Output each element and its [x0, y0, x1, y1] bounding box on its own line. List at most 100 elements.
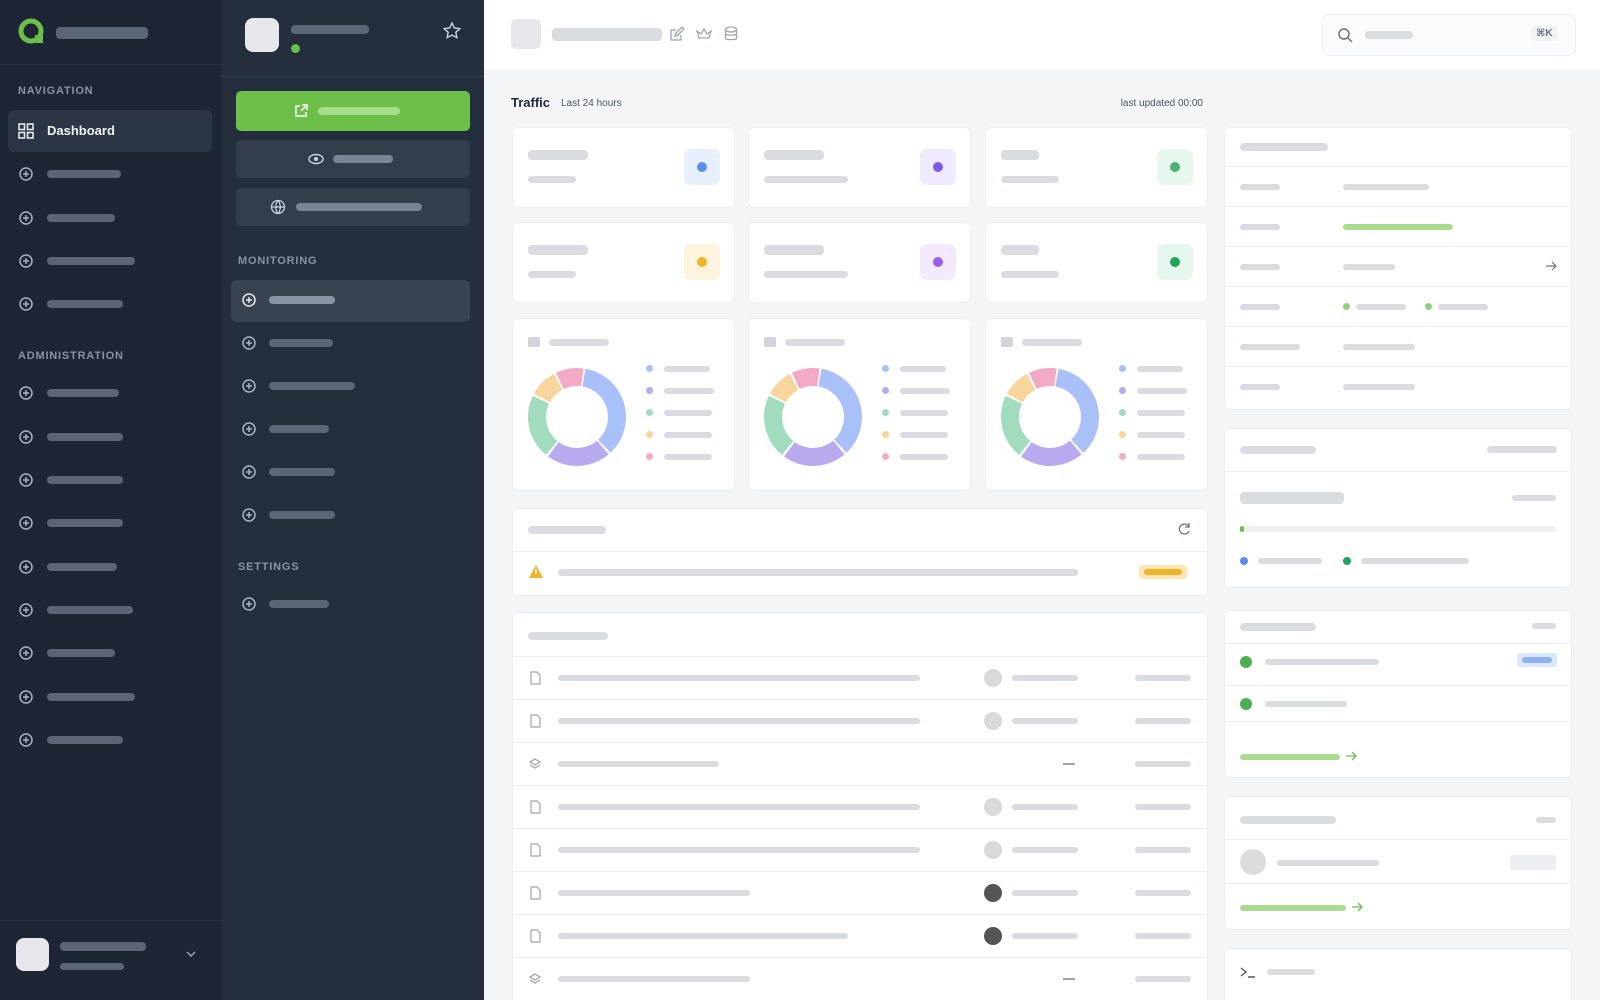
title-actions[interactable]: [669, 26, 749, 42]
chart-title-placeholder: [1022, 339, 1082, 346]
stat-card: [748, 222, 971, 303]
panel-item[interactable]: [231, 584, 470, 624]
button[interactable]: [236, 140, 470, 178]
nav-item[interactable]: [8, 503, 212, 543]
metric-placeholder: [1240, 492, 1344, 504]
file-icon: [530, 714, 541, 728]
nav-label-placeholder: [47, 257, 135, 265]
user-role-placeholder: [60, 963, 124, 970]
item-placeholder: [1265, 659, 1379, 665]
icon: [242, 465, 256, 479]
button[interactable]: [236, 188, 470, 226]
stat-label-placeholder: [1001, 245, 1039, 255]
row-owner-placeholder: [1012, 804, 1078, 810]
stat-icon: [1157, 149, 1193, 185]
icon: [19, 690, 33, 704]
primary-button[interactable]: [236, 91, 470, 131]
divider: [513, 957, 1207, 958]
stat-label-placeholder: [1001, 150, 1039, 160]
search-box[interactable]: ⌘K: [1322, 14, 1576, 56]
app-name-placeholder: [56, 27, 148, 39]
icon: [295, 104, 308, 117]
nav-item[interactable]: [8, 633, 212, 673]
nav-item[interactable]: [8, 547, 212, 587]
table-row[interactable]: [513, 958, 1207, 1000]
legend-label-placeholder: [900, 432, 948, 438]
divider: [513, 699, 1207, 700]
legend-dot: [1119, 453, 1126, 460]
table-row[interactable]: [513, 700, 1207, 742]
legend-label-placeholder: [1258, 558, 1322, 564]
stat-icon: [920, 149, 956, 185]
field-label-placeholder: [1240, 264, 1280, 270]
last-updated: last updated 00:00: [1120, 98, 1203, 109]
stat-icon: [684, 149, 720, 185]
card-title-placeholder: [1240, 446, 1316, 454]
table-row[interactable]: [513, 657, 1207, 699]
icon: [18, 123, 34, 139]
icon: [19, 211, 33, 225]
table-row[interactable]: [513, 915, 1207, 957]
side-card: [1224, 610, 1572, 778]
row-name-placeholder: [558, 933, 848, 939]
legend-dot: [646, 453, 653, 460]
arrow-icon: [1352, 902, 1363, 912]
card-meta-placeholder: [1532, 623, 1556, 629]
table-row[interactable]: [513, 829, 1207, 871]
panel-item[interactable]: [231, 280, 470, 320]
divider: [1225, 839, 1571, 840]
nav-item[interactable]: [8, 284, 212, 324]
alert-text-placeholder: [558, 569, 1078, 576]
nav-item[interactable]: [8, 154, 212, 194]
table-row[interactable]: [513, 786, 1207, 828]
progress-track: [1240, 526, 1556, 532]
divider: [221, 76, 484, 77]
nav-item[interactable]: [8, 241, 212, 281]
donut-placeholder: [528, 368, 626, 466]
legend-dot: [1119, 365, 1126, 372]
legend-label-placeholder: [900, 410, 948, 416]
user-avatar[interactable]: [16, 938, 49, 971]
icon: [242, 379, 256, 393]
panel-item[interactable]: [231, 323, 470, 363]
panel-item[interactable]: [231, 409, 470, 449]
nav-item[interactable]: [8, 677, 212, 717]
nav-item-active[interactable]: Dashboard: [8, 110, 212, 152]
card-title-placeholder: [528, 632, 608, 640]
nav-item[interactable]: [8, 373, 212, 413]
icon: [19, 603, 33, 617]
panel-item[interactable]: [231, 452, 470, 492]
chart-card: [748, 318, 971, 491]
nav-label-placeholder: [47, 170, 121, 178]
nav-item[interactable]: [8, 460, 212, 500]
nav-item[interactable]: [8, 198, 212, 238]
nav-item[interactable]: [8, 720, 212, 760]
page-icon: [511, 19, 541, 49]
star-button[interactable]: [442, 21, 462, 41]
arrow-icon: [1346, 751, 1357, 761]
legend-dot: [882, 431, 889, 438]
stat-label-placeholder: [764, 245, 824, 255]
icon: [1170, 162, 1180, 172]
row-avatar: [984, 798, 1002, 816]
chevron[interactable]: [186, 950, 196, 958]
row-owner-placeholder: [1012, 933, 1078, 939]
donut-placeholder: [764, 368, 862, 466]
button-label-placeholder: [318, 107, 400, 115]
table-row[interactable]: [513, 743, 1207, 785]
divider: [1225, 721, 1571, 722]
panel-label-placeholder: [269, 296, 335, 304]
divider: [513, 828, 1207, 829]
nav-label: Dashboard: [47, 123, 115, 138]
stat-card: [512, 222, 735, 303]
row-owner-placeholder: [1012, 675, 1078, 681]
icon: [19, 430, 33, 444]
item-badge-fill: [1522, 657, 1552, 663]
nav-item[interactable]: [8, 590, 212, 630]
table-row[interactable]: [513, 872, 1207, 914]
icon: [697, 162, 707, 172]
field-link: [1343, 224, 1453, 230]
panel-item[interactable]: [231, 495, 470, 535]
nav-item[interactable]: [8, 417, 212, 457]
panel-item[interactable]: [231, 366, 470, 406]
